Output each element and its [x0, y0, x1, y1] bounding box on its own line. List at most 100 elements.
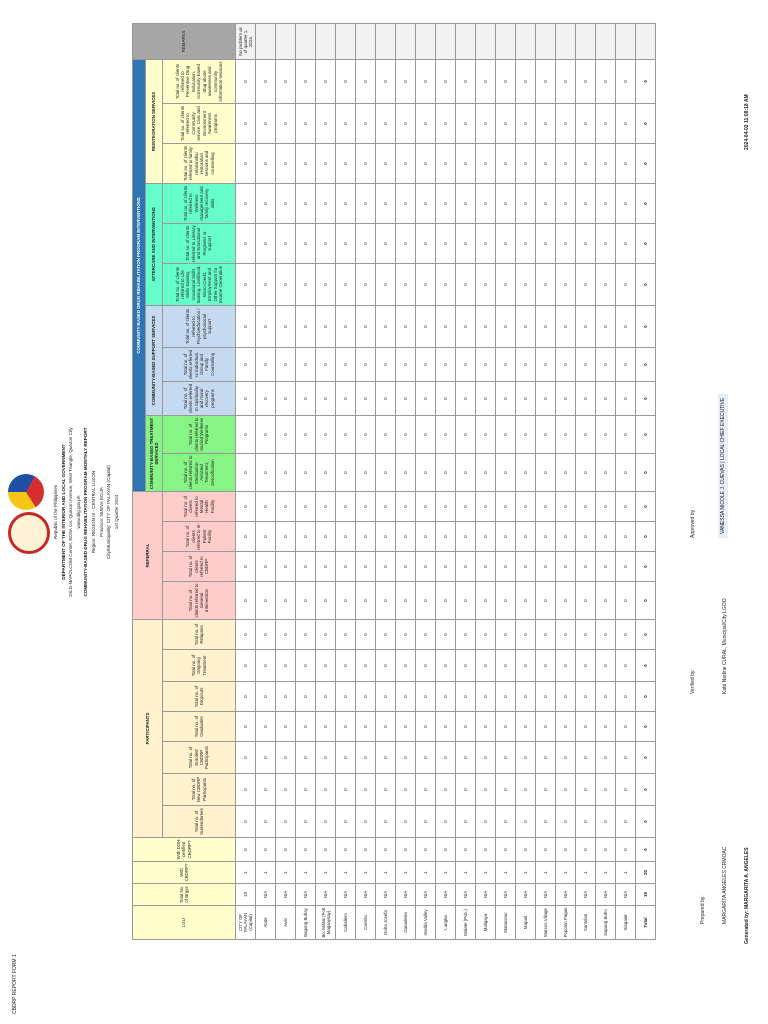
- table-cell: 0: [535, 681, 556, 712]
- table-cell: N/A: [275, 883, 296, 906]
- subgroup-header: COMMUNITY-BASED SUPPORT SERVICES: [145, 305, 163, 416]
- header-line: Region: REGION III - CENTRAL LUZON: [90, 470, 96, 554]
- table-cell: 0: [495, 59, 516, 104]
- table-cell: 0: [255, 711, 276, 742]
- table-cell: 0: [235, 837, 256, 862]
- table-cell: 0: [255, 491, 276, 522]
- table-cell: 0: [275, 741, 296, 774]
- table-cell: N/A: [595, 883, 616, 906]
- table-cell: 0: [575, 649, 596, 682]
- table-cell: 0: [535, 263, 556, 306]
- table-cell: No problem as of quarter 1, 2024.: [235, 23, 256, 60]
- approved-label: Approved by :: [690, 507, 696, 538]
- table-cell: 0: [455, 59, 476, 104]
- subgroup-header: REINTEGRATION SERVICES: [145, 59, 163, 184]
- table-cell: 0: [435, 453, 456, 492]
- table-cell: 0: [355, 103, 376, 144]
- table-cell: 0: [255, 103, 276, 144]
- table-cell: 0: [235, 143, 256, 184]
- report-table: LGU Total No. of Brgys With CBDRP? With DOH…: [132, 23, 656, 940]
- table-cell: N/A: [295, 883, 316, 906]
- table-cell: 0: [415, 521, 436, 552]
- table-cell: 0: [615, 305, 636, 348]
- table-cell: 0: [535, 103, 556, 144]
- table-cell: 0: [595, 649, 616, 682]
- table-cell: 0: [435, 581, 456, 620]
- table-cell: 0: [435, 103, 456, 144]
- form-code: CBDRP REPORT FORM 1: [12, 954, 18, 1014]
- table-cell: 0: [615, 619, 636, 650]
- table-cell: 0: [595, 453, 616, 492]
- table-cell: Bagong Buhay: [295, 905, 316, 940]
- column-header: With CBDRP?: [132, 861, 236, 884]
- table-cell: Sapang Buho: [595, 905, 616, 940]
- table-cell: 0: [255, 453, 276, 492]
- table-cell: 1: [595, 861, 616, 884]
- table-cell: 0: [415, 305, 436, 348]
- table-cell: 0: [475, 649, 496, 682]
- table-cell: 0: [275, 143, 296, 184]
- table-cell: 0: [255, 143, 276, 184]
- table-cell: [535, 23, 556, 60]
- table-cell: 0: [475, 143, 496, 184]
- table-cell: 0: [495, 773, 516, 806]
- table-cell: 0: [375, 619, 396, 650]
- table-cell: 0: [455, 837, 476, 862]
- table-cell: 0: [315, 649, 336, 682]
- table-cell: 0: [255, 521, 276, 552]
- column-header: Total no. of Dropouts: [162, 681, 236, 712]
- table-cell: 0: [475, 453, 496, 492]
- table-cell: N/A: [515, 883, 536, 906]
- table-cell: 0: [535, 773, 556, 806]
- table-row: Malate (Pob.) N/A 1 0 0 0 0 0 0 0 0 0 0 0 0 0 0 0 0 0 0 0 0 0 0 0: [455, 23, 476, 940]
- table-row: Bagong Buhay N/A 1 0 0 0 0 0 0 0 0 0 0 0 0 0 0 0 0 0 0 0 0 0 0 0: [295, 23, 316, 940]
- table-cell: N/A: [555, 883, 576, 906]
- table-cell: 0: [495, 837, 516, 862]
- table-cell: 0: [495, 551, 516, 582]
- column-header: LGU: [132, 905, 236, 940]
- column-header: Total no. of clients referred to family …: [162, 143, 236, 184]
- header-line: 1st Quarter 2024: [113, 494, 119, 530]
- column-header: Total No. of Brgys: [132, 883, 236, 906]
- table-cell: 0: [555, 263, 576, 306]
- table-cell: 0: [395, 143, 416, 184]
- table-cell: 0: [555, 581, 576, 620]
- table-cell: 0: [575, 305, 596, 348]
- table-cell: 0: [235, 103, 256, 144]
- column-header: REMARKS: [132, 23, 236, 60]
- table-cell: 0: [335, 581, 356, 620]
- table-cell: 0: [515, 415, 536, 454]
- table-cell: 0: [495, 581, 516, 620]
- table-cell: 0: [475, 183, 496, 224]
- table-cell: [355, 23, 376, 60]
- table-cell: 0: [615, 681, 636, 712]
- table-cell: 0: [575, 223, 596, 264]
- table-cell: 0: [375, 805, 396, 838]
- table-cell: 0: [295, 263, 316, 306]
- table-cell: 0: [355, 681, 376, 712]
- table-cell: 0: [335, 619, 356, 650]
- column-header: Total no. of clients referred to Mental …: [162, 491, 236, 522]
- table-cell: 0: [335, 741, 356, 774]
- table-cell: Caimito: [355, 905, 376, 940]
- table-cell: 0: [615, 773, 636, 806]
- table-cell: 0: [435, 837, 456, 862]
- table-cell: Atate: [255, 905, 276, 940]
- table-cell: [335, 23, 356, 60]
- table-cell: N/A: [575, 883, 596, 906]
- table-cell: 0: [535, 59, 556, 104]
- table-cell: 0: [235, 521, 256, 552]
- table-cell: 0: [435, 551, 456, 582]
- table-cell: 0: [535, 347, 556, 382]
- table-cell: 0: [415, 581, 436, 620]
- table-cell: 0: [235, 183, 256, 224]
- table-cell: 0: [575, 491, 596, 522]
- table-cell: [275, 23, 296, 60]
- table-cell: 0: [435, 415, 456, 454]
- table-cell: 0: [375, 223, 396, 264]
- table-row: Caballero N/A 1 0 0 0 0 0 0 0 0 0 0 0 0 0 0 0 0 0 0 0 0 0 0 0: [335, 23, 356, 940]
- table-cell: 0: [575, 551, 596, 582]
- table-cell: 0: [415, 711, 436, 742]
- table-cell: 0: [355, 649, 376, 682]
